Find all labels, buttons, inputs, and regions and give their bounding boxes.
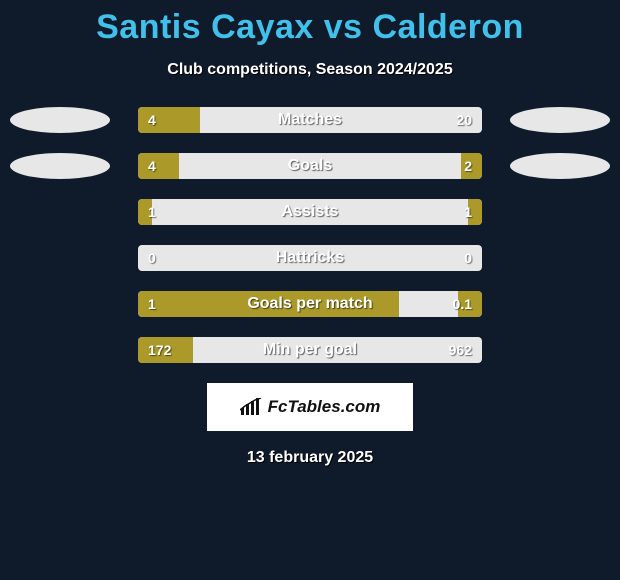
stat-label: Matches	[138, 107, 482, 133]
stat-row: 42Goals	[0, 153, 620, 179]
player-ellipse-right	[510, 107, 610, 133]
player-ellipse-left	[10, 107, 110, 133]
player-ellipse-right	[510, 153, 610, 179]
stat-label: Goals	[138, 153, 482, 179]
stat-label: Assists	[138, 199, 482, 225]
stat-row: 11Assists	[0, 199, 620, 225]
stat-row: 172962Min per goal	[0, 337, 620, 363]
source-badge: FcTables.com	[207, 383, 413, 431]
stat-label: Goals per match	[138, 291, 482, 317]
stat-label: Min per goal	[138, 337, 482, 363]
comparison-infographic: Santis Cayax vs Calderon Club competitio…	[0, 0, 620, 580]
stat-row: 00Hattricks	[0, 245, 620, 271]
stat-row: 420Matches	[0, 107, 620, 133]
stat-bars-container: 420Matches 42Goals 11Assists 00Hattricks 10.…	[0, 107, 620, 363]
source-badge-text: FcTables.com	[268, 397, 381, 417]
player-ellipse-left	[10, 153, 110, 179]
page-title: Santis Cayax vs Calderon	[0, 0, 620, 47]
stat-row: 10.1Goals per match	[0, 291, 620, 317]
subtitle: Club competitions, Season 2024/2025	[0, 61, 620, 79]
stat-label: Hattricks	[138, 245, 482, 271]
date-label: 13 february 2025	[0, 449, 620, 467]
chart-icon	[240, 398, 262, 416]
